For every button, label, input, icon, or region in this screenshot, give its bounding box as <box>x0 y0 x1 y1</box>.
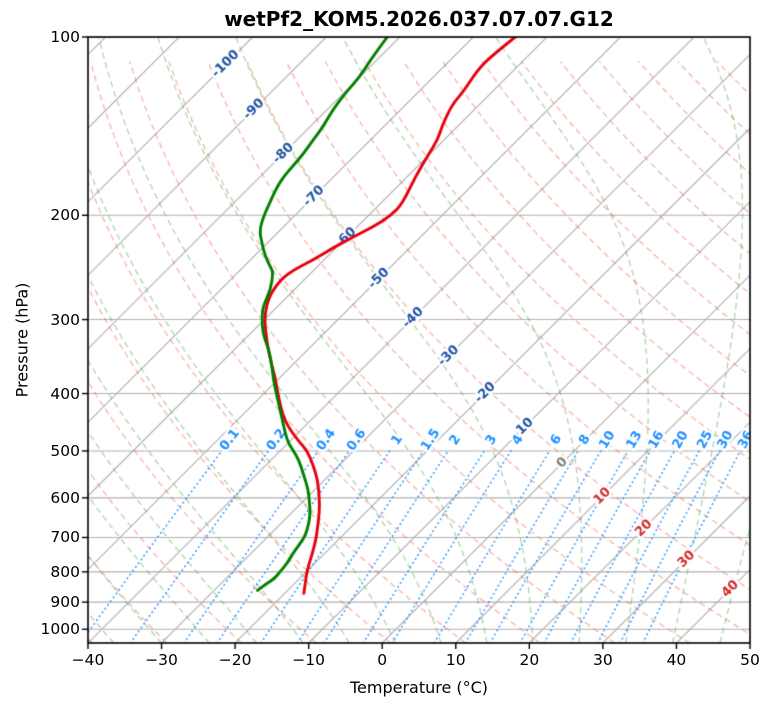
y-tick-label: 500 <box>50 441 80 460</box>
x-axis-label: Temperature (°C) <box>349 678 489 697</box>
x-tick-label: 50 <box>740 651 760 669</box>
y-tick-label: 400 <box>50 384 80 403</box>
y-tick-label: 200 <box>50 206 80 225</box>
x-tick-label: −10 <box>292 651 326 669</box>
y-axis-label: Pressure (hPa) <box>12 282 32 398</box>
y-tick-label: 300 <box>50 310 80 329</box>
x-tick-label: −30 <box>145 651 178 669</box>
y-tick-label: 1000 <box>40 620 80 639</box>
x-tick-label: 20 <box>519 651 540 669</box>
x-tick-label: −40 <box>71 651 105 669</box>
y-tick-label: 900 <box>50 593 80 612</box>
y-tick-label: 700 <box>50 528 80 547</box>
x-tick-label: 10 <box>445 651 466 669</box>
x-tick-label: 0 <box>377 651 388 669</box>
y-tick-label: 800 <box>50 562 80 581</box>
y-tick-label: 100 <box>50 28 80 46</box>
x-tick-label: 30 <box>593 651 613 669</box>
x-tick-label: −20 <box>218 651 252 669</box>
y-tick-label: 600 <box>50 488 80 507</box>
x-tick-label: 40 <box>666 651 687 669</box>
chart-title: wetPf2_KOM5.2026.037.07.07.G12 <box>224 7 614 31</box>
